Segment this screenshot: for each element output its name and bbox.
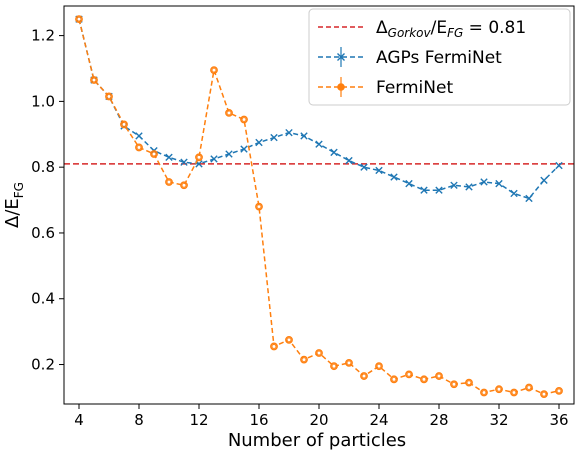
legend: ΔGorkov/EFG = 0.81 AGPs FermiNet FermiNet xyxy=(308,8,571,106)
legend-label: FermiNet xyxy=(376,78,453,98)
data-point xyxy=(285,128,293,137)
data-point xyxy=(345,156,353,165)
data-point xyxy=(390,173,398,181)
data-point-center xyxy=(212,68,216,72)
data-point-center xyxy=(107,95,111,98)
data-point-center xyxy=(287,338,291,342)
data-point xyxy=(375,166,383,175)
data-point-center xyxy=(182,183,186,187)
x-tick-label: 20 xyxy=(309,411,328,429)
x-axis-label: Number of particles xyxy=(228,430,406,451)
x-tick-label: 28 xyxy=(429,411,448,429)
data-point-center xyxy=(437,374,441,378)
data-point xyxy=(405,179,413,188)
data-point-center xyxy=(317,351,321,355)
data-point xyxy=(540,176,548,185)
data-point xyxy=(330,148,338,157)
data-point-center xyxy=(347,361,351,365)
data-point-center xyxy=(167,180,171,184)
data-point xyxy=(450,181,458,189)
x-tick-label: 36 xyxy=(549,411,568,429)
series-layer xyxy=(75,15,563,399)
legend-marker xyxy=(337,53,345,61)
data-point xyxy=(315,140,323,148)
data-point xyxy=(135,132,143,140)
y-tick-label: 0.6 xyxy=(31,224,55,242)
svg-text:Δ/EFG: Δ/EFG xyxy=(2,182,26,228)
legend-item: FermiNet xyxy=(318,77,453,98)
legend-marker xyxy=(337,83,345,91)
data-point xyxy=(165,153,173,162)
data-point xyxy=(435,186,443,194)
legend-label: AGPs FermiNet xyxy=(376,48,502,68)
ticks-layer: 4 8 12 16 20 24 28 32 36 0.2 0.4 0.6 0.8 1.0 1.2 xyxy=(31,27,568,429)
y-tick-label: 0.8 xyxy=(31,158,55,176)
y-tick-label: 1.0 xyxy=(31,92,55,110)
x-tick-label: 4 xyxy=(74,411,84,429)
y-tick-label: 1.2 xyxy=(31,27,55,45)
data-point xyxy=(555,161,563,170)
data-point-center xyxy=(362,374,366,378)
data-point-center xyxy=(77,17,81,21)
data-point xyxy=(240,145,248,153)
data-point xyxy=(270,133,278,142)
x-tick-label: 16 xyxy=(249,411,268,429)
data-point xyxy=(210,155,218,163)
data-point-center xyxy=(557,389,561,393)
legend-frame xyxy=(308,8,571,106)
data-point xyxy=(465,183,473,191)
y-tick-label: 0.4 xyxy=(31,290,55,308)
data-point-center xyxy=(332,364,336,368)
data-point xyxy=(480,178,488,186)
data-point-center xyxy=(152,152,156,156)
data-point xyxy=(510,189,518,198)
data-point-center xyxy=(227,111,231,115)
y-tick-label: 0.2 xyxy=(31,356,55,374)
data-point-center xyxy=(527,386,531,389)
data-point-center xyxy=(242,118,246,121)
data-point-center xyxy=(497,387,501,391)
data-point-center xyxy=(422,377,426,381)
x-tick-label: 24 xyxy=(369,411,388,429)
data-point-center xyxy=(542,392,546,396)
series-ferminet xyxy=(75,15,563,399)
legend-label: ΔGorkov/EFG = 0.81 xyxy=(376,18,526,40)
data-point-center xyxy=(377,364,381,368)
data-point xyxy=(255,138,263,147)
data-point xyxy=(180,158,188,166)
y-axis-label: Δ/EFG xyxy=(2,182,26,228)
data-point xyxy=(360,163,368,171)
data-point-center xyxy=(137,146,141,149)
data-point-center xyxy=(272,345,276,348)
data-point-center xyxy=(257,205,261,209)
data-point-center xyxy=(92,78,96,82)
x-tick-label: 32 xyxy=(489,411,508,429)
data-point xyxy=(300,132,308,140)
data-point-center xyxy=(302,358,306,361)
data-point-center xyxy=(467,381,471,385)
data-point xyxy=(525,194,533,203)
data-point-center xyxy=(452,382,456,386)
legend-item: AGPs FermiNet xyxy=(318,47,502,68)
legend-item: ΔGorkov/EFG = 0.81 xyxy=(318,18,526,40)
data-point-center xyxy=(482,391,486,394)
x-tick-label: 8 xyxy=(134,411,144,429)
data-point-center xyxy=(407,372,411,376)
data-point xyxy=(420,186,428,194)
data-point xyxy=(225,150,233,158)
data-point-center xyxy=(392,377,396,381)
x-tick-label: 12 xyxy=(189,411,208,429)
data-point xyxy=(495,179,503,188)
data-point-center xyxy=(197,155,201,159)
data-point-center xyxy=(122,123,126,126)
data-point-center xyxy=(512,391,516,394)
